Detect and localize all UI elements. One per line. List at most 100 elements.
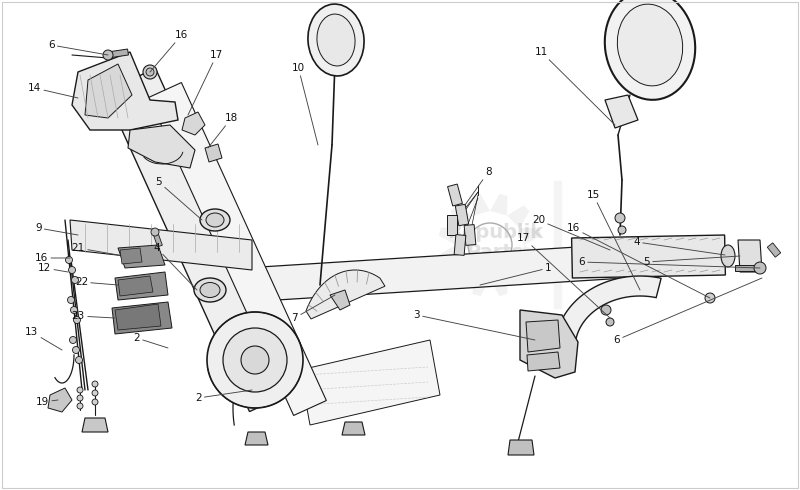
Polygon shape bbox=[450, 205, 473, 228]
Text: 5: 5 bbox=[643, 256, 740, 267]
Text: 10: 10 bbox=[292, 63, 318, 145]
Text: 2: 2 bbox=[134, 333, 168, 348]
Polygon shape bbox=[105, 69, 301, 412]
Circle shape bbox=[73, 346, 79, 353]
Circle shape bbox=[75, 357, 82, 364]
Text: 17: 17 bbox=[517, 233, 610, 318]
Circle shape bbox=[754, 262, 766, 274]
Circle shape bbox=[468, 223, 512, 267]
Circle shape bbox=[601, 305, 611, 315]
Text: 6: 6 bbox=[48, 40, 108, 55]
Circle shape bbox=[92, 381, 98, 387]
Polygon shape bbox=[556, 276, 661, 340]
Circle shape bbox=[615, 213, 625, 223]
Circle shape bbox=[143, 65, 157, 79]
Polygon shape bbox=[455, 204, 469, 226]
Polygon shape bbox=[245, 432, 268, 445]
Polygon shape bbox=[82, 418, 108, 432]
Text: 16: 16 bbox=[35, 253, 70, 263]
Polygon shape bbox=[153, 231, 162, 247]
Polygon shape bbox=[149, 82, 326, 416]
Ellipse shape bbox=[605, 0, 695, 100]
Polygon shape bbox=[300, 340, 440, 425]
Text: 14: 14 bbox=[28, 83, 78, 98]
Text: 6: 6 bbox=[614, 278, 762, 345]
Polygon shape bbox=[342, 422, 365, 435]
Circle shape bbox=[69, 267, 75, 273]
Circle shape bbox=[151, 228, 159, 236]
Polygon shape bbox=[128, 125, 195, 168]
Ellipse shape bbox=[206, 213, 224, 227]
Circle shape bbox=[77, 387, 83, 393]
Text: Parts: Parts bbox=[466, 244, 524, 263]
Text: 17: 17 bbox=[188, 50, 223, 115]
Text: 8: 8 bbox=[465, 167, 492, 205]
Circle shape bbox=[103, 50, 113, 60]
Polygon shape bbox=[450, 262, 473, 285]
Text: 16: 16 bbox=[566, 223, 710, 298]
Text: 4: 4 bbox=[634, 237, 725, 255]
Circle shape bbox=[705, 293, 715, 303]
Circle shape bbox=[66, 256, 73, 264]
Circle shape bbox=[71, 276, 78, 284]
Text: Republik: Republik bbox=[447, 223, 543, 243]
Polygon shape bbox=[527, 352, 560, 371]
Circle shape bbox=[241, 346, 269, 374]
Polygon shape bbox=[306, 270, 385, 319]
Circle shape bbox=[67, 296, 74, 303]
Circle shape bbox=[146, 68, 154, 76]
Text: 12: 12 bbox=[38, 263, 68, 273]
Polygon shape bbox=[115, 304, 161, 330]
Circle shape bbox=[223, 328, 287, 392]
Polygon shape bbox=[454, 235, 466, 255]
Polygon shape bbox=[738, 240, 762, 272]
Polygon shape bbox=[520, 310, 578, 378]
Circle shape bbox=[70, 337, 77, 343]
Polygon shape bbox=[572, 235, 726, 278]
Polygon shape bbox=[519, 228, 541, 245]
Polygon shape bbox=[508, 440, 534, 455]
Polygon shape bbox=[735, 265, 760, 271]
Ellipse shape bbox=[200, 283, 220, 297]
Text: 3: 3 bbox=[414, 310, 535, 340]
Circle shape bbox=[92, 390, 98, 396]
Polygon shape bbox=[473, 274, 490, 296]
Text: 22: 22 bbox=[74, 277, 118, 287]
Polygon shape bbox=[330, 290, 350, 310]
Polygon shape bbox=[464, 224, 476, 245]
Text: 5: 5 bbox=[155, 177, 202, 220]
Ellipse shape bbox=[308, 4, 364, 76]
Circle shape bbox=[92, 399, 98, 405]
Polygon shape bbox=[447, 215, 457, 235]
Text: 1: 1 bbox=[480, 263, 552, 285]
Polygon shape bbox=[490, 274, 507, 296]
Circle shape bbox=[77, 395, 83, 401]
Polygon shape bbox=[182, 112, 205, 135]
Text: 13: 13 bbox=[25, 327, 62, 350]
Text: 23: 23 bbox=[72, 311, 115, 321]
Text: 18: 18 bbox=[208, 113, 238, 148]
Polygon shape bbox=[507, 262, 530, 285]
Text: 11: 11 bbox=[534, 47, 615, 125]
Polygon shape bbox=[107, 49, 129, 58]
Polygon shape bbox=[72, 52, 178, 130]
Circle shape bbox=[74, 317, 81, 323]
Polygon shape bbox=[767, 243, 781, 257]
Polygon shape bbox=[85, 64, 132, 118]
Polygon shape bbox=[490, 194, 507, 216]
Polygon shape bbox=[112, 302, 172, 334]
Polygon shape bbox=[526, 320, 560, 352]
Text: 9: 9 bbox=[35, 223, 78, 235]
Polygon shape bbox=[120, 248, 142, 264]
Ellipse shape bbox=[200, 209, 230, 231]
Polygon shape bbox=[205, 144, 222, 162]
Text: 6: 6 bbox=[578, 257, 760, 268]
Text: 2: 2 bbox=[195, 390, 252, 403]
Ellipse shape bbox=[618, 4, 682, 86]
Ellipse shape bbox=[721, 245, 735, 267]
Text: 7: 7 bbox=[291, 295, 335, 323]
Polygon shape bbox=[244, 238, 721, 302]
Polygon shape bbox=[473, 194, 490, 216]
Polygon shape bbox=[48, 388, 72, 412]
Text: 21: 21 bbox=[72, 243, 118, 255]
